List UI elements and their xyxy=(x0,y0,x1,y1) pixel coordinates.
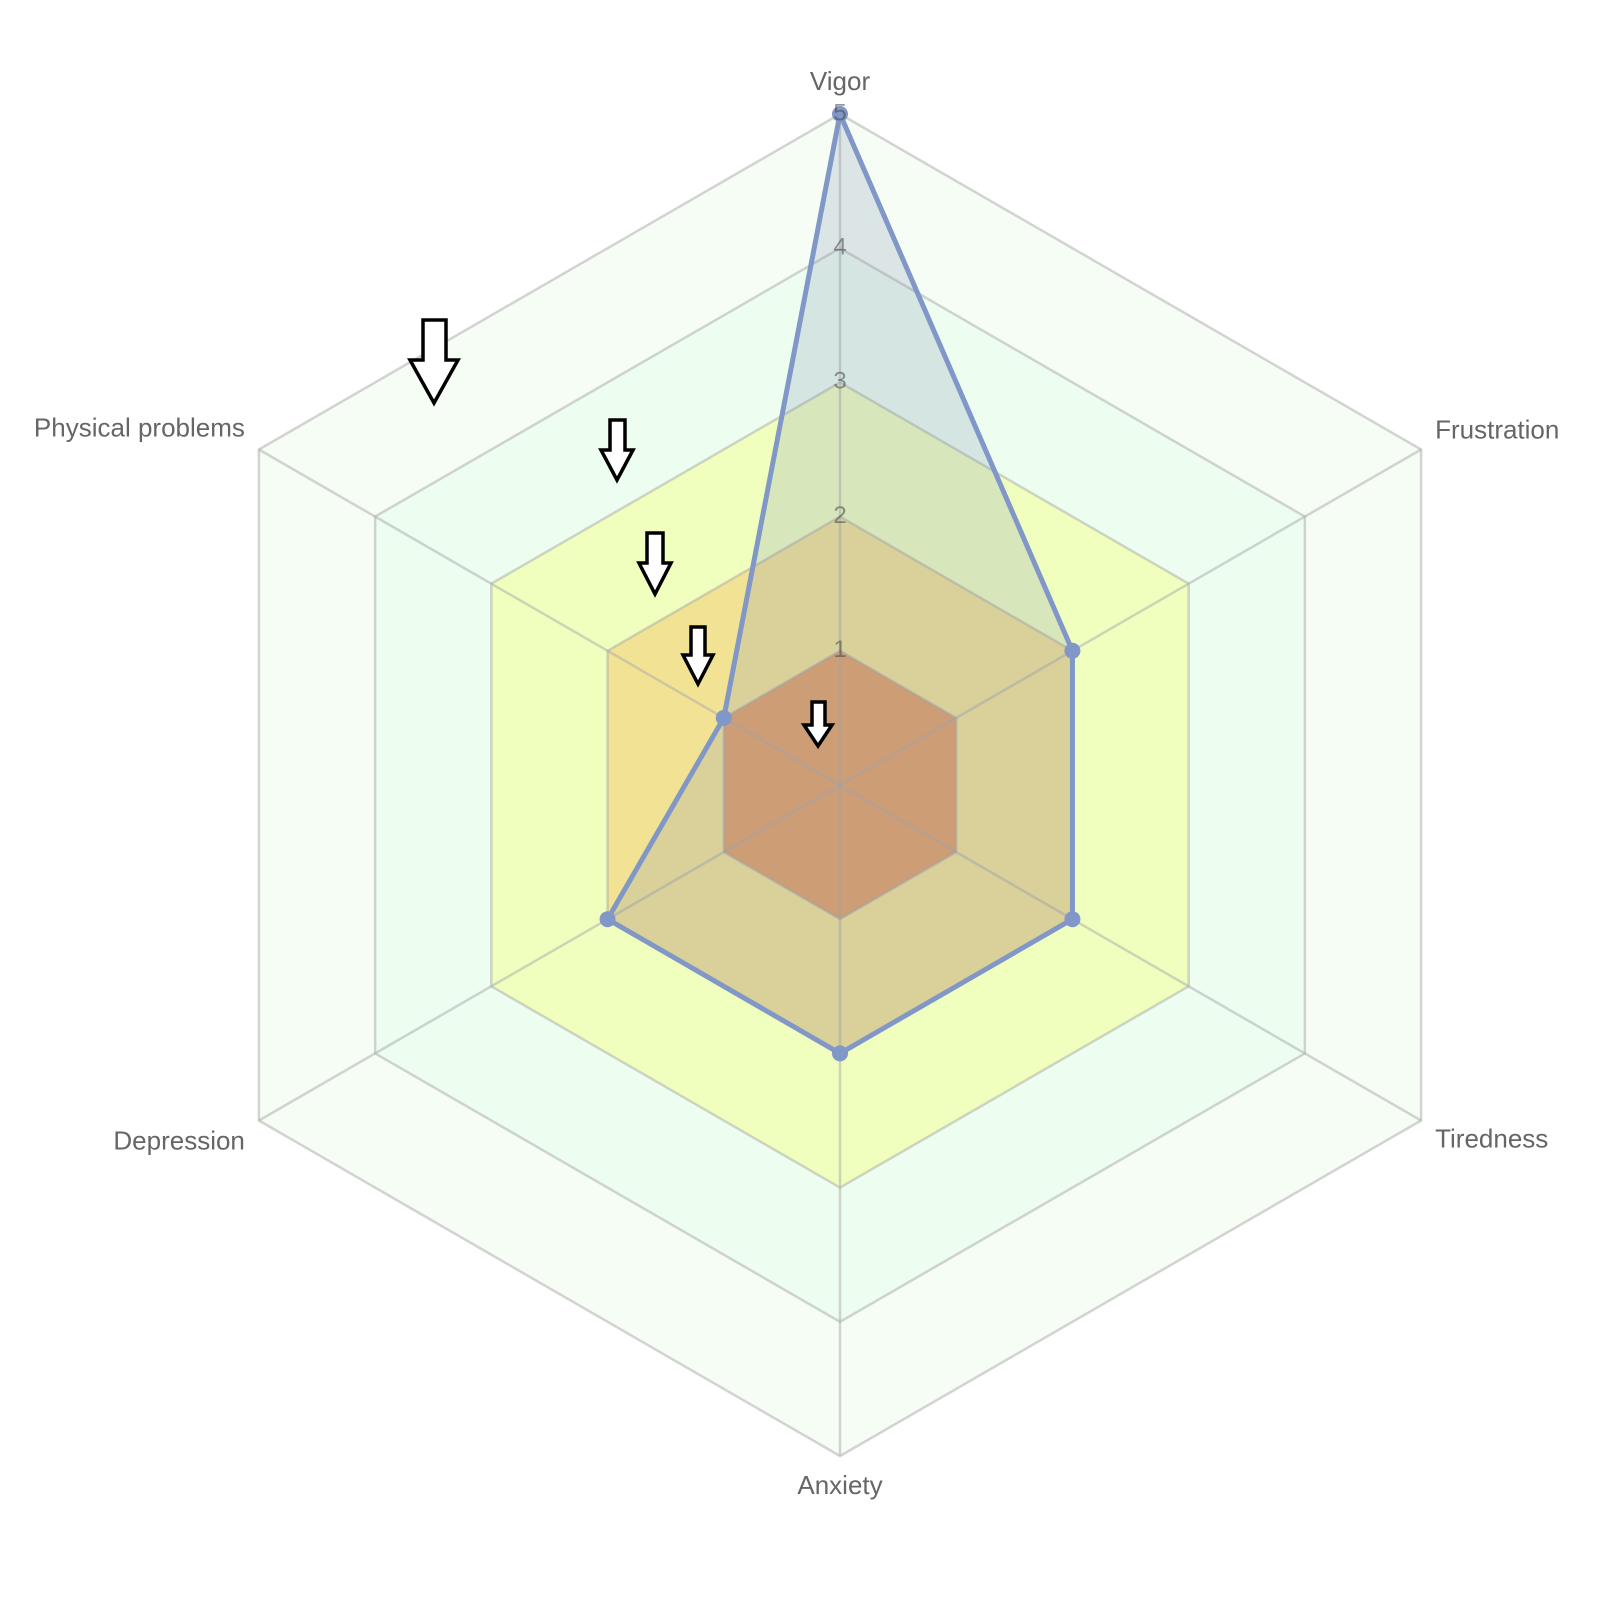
axis-line xyxy=(258,783,841,1122)
grid xyxy=(257,112,1423,1458)
arrow-icon xyxy=(636,531,674,598)
data-point xyxy=(832,1045,848,1062)
category-label: Depression xyxy=(113,1125,245,1155)
decorative-arrows xyxy=(407,318,836,750)
r-tick-label: 2 xyxy=(833,502,846,529)
data-point xyxy=(1064,911,1081,928)
axis-line xyxy=(839,783,1422,1122)
arrow-icon xyxy=(680,625,716,688)
category-label: Anxiety xyxy=(797,1470,882,1500)
data-layer xyxy=(599,106,1081,1062)
category-label: Tiredness xyxy=(1435,1123,1548,1153)
data-point xyxy=(832,106,848,122)
labels: 1 2 3 4 5 Vigor Frustration Tiredness Anxiety Dep… xyxy=(34,66,1559,1500)
arrow-icon xyxy=(800,700,836,750)
r-tick-label: 5 xyxy=(833,99,846,126)
axis-line xyxy=(258,448,841,787)
r-tick-label: 3 xyxy=(833,368,846,395)
category-label: Vigor xyxy=(810,66,871,96)
r-tick-label: 1 xyxy=(833,636,846,663)
category-label: Frustration xyxy=(1435,414,1559,444)
category-label: Physical problems xyxy=(34,412,245,442)
arrow-icon xyxy=(407,318,461,407)
axis-line xyxy=(839,448,1422,787)
data-point xyxy=(599,911,616,928)
data-point xyxy=(1064,642,1081,659)
r-tick-label: 4 xyxy=(833,234,846,261)
arrow-icon xyxy=(598,418,636,484)
data-point xyxy=(715,709,732,726)
